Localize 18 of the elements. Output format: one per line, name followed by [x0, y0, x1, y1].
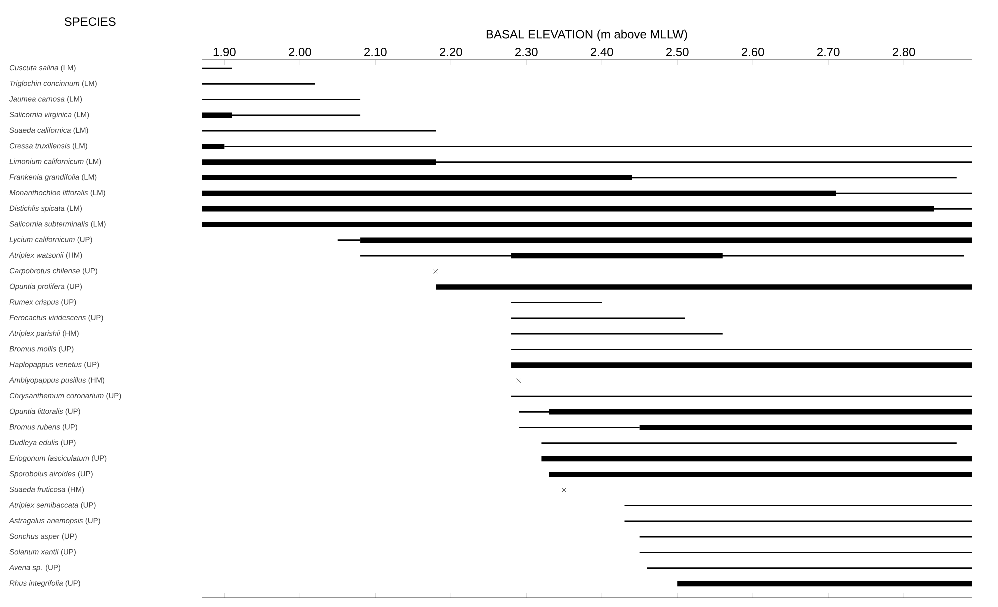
y-axis-title: SPECIES — [64, 18, 116, 26]
x-tick-label: 2.70 — [817, 48, 840, 56]
x-tick-label: 2.10 — [364, 48, 387, 56]
x-tick-label: 2.40 — [591, 48, 614, 56]
x-tick-label: 2.50 — [666, 48, 689, 56]
x-axis-title: BASAL ELEVATION (m above MLLW) — [486, 30, 688, 42]
bar — [202, 222, 972, 228]
x-tick-label: 2.00 — [289, 48, 312, 56]
bar — [512, 362, 972, 368]
bar — [436, 284, 972, 290]
bar — [678, 581, 972, 587]
x-tick-label: 2.20 — [440, 48, 462, 56]
x-tick-label: 2.60 — [742, 48, 764, 56]
x-tick-label: 2.80 — [892, 48, 916, 56]
x-tick-label: 2.30 — [516, 48, 538, 56]
bar — [542, 456, 972, 462]
bar — [549, 472, 972, 478]
x-tick-label: 1.90 — [214, 48, 236, 56]
